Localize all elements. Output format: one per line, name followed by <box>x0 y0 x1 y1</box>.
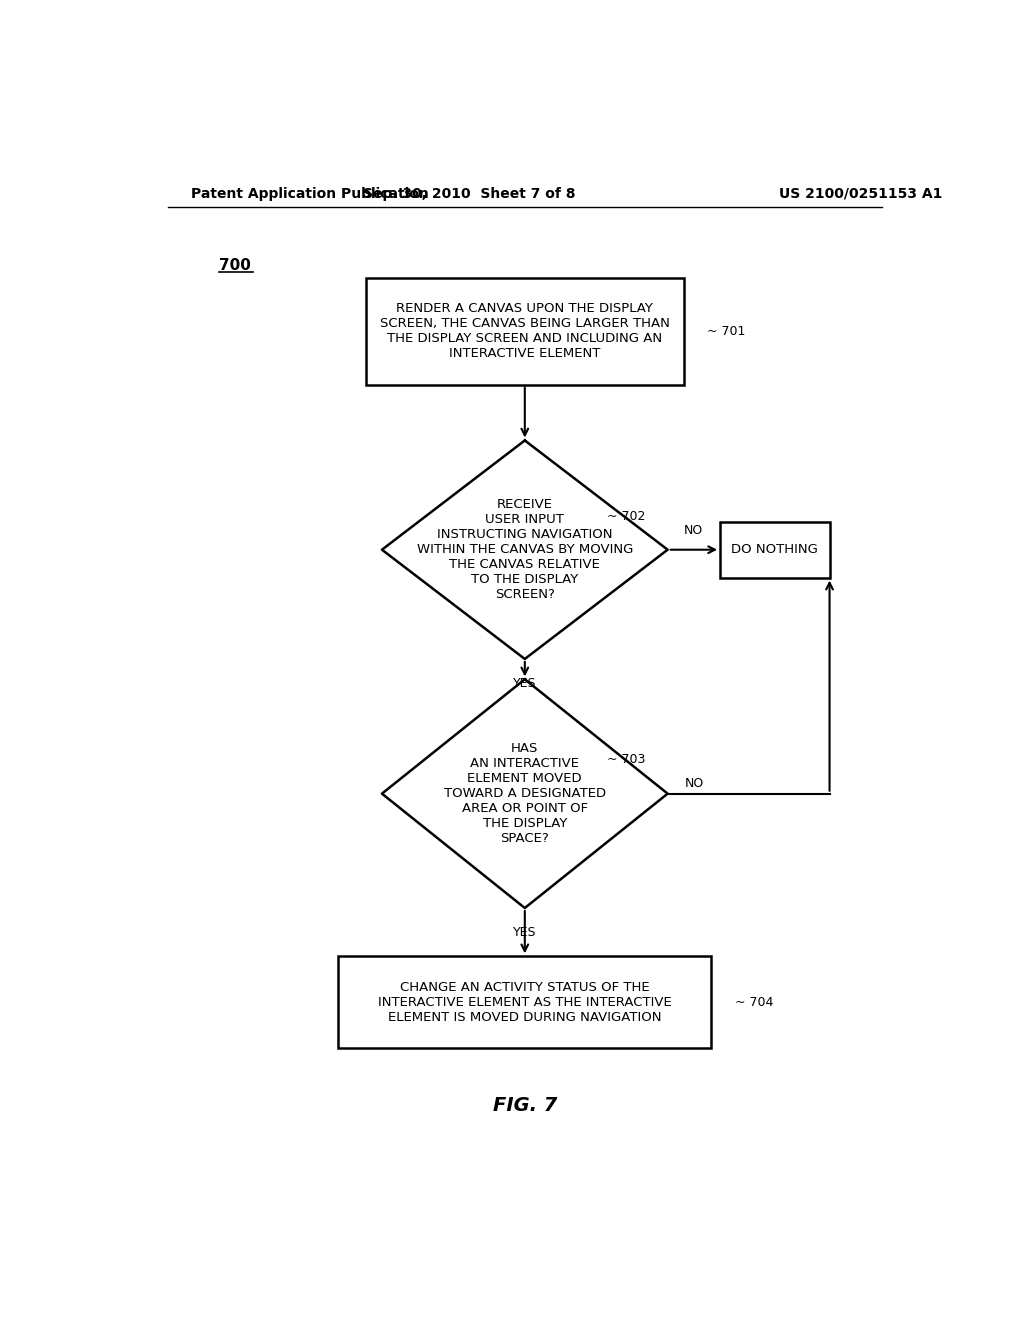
Text: YES: YES <box>513 925 537 939</box>
Text: NO: NO <box>684 524 703 536</box>
Text: RENDER A CANVAS UPON THE DISPLAY
SCREEN, THE CANVAS BEING LARGER THAN
THE DISPLA: RENDER A CANVAS UPON THE DISPLAY SCREEN,… <box>380 302 670 360</box>
Text: CHANGE AN ACTIVITY STATUS OF THE
INTERACTIVE ELEMENT AS THE INTERACTIVE
ELEMENT : CHANGE AN ACTIVITY STATUS OF THE INTERAC… <box>378 981 672 1023</box>
Text: ~ 701: ~ 701 <box>708 325 745 338</box>
FancyBboxPatch shape <box>720 521 829 578</box>
FancyBboxPatch shape <box>367 277 684 384</box>
Polygon shape <box>382 680 668 908</box>
Text: ~ 704: ~ 704 <box>735 995 773 1008</box>
Text: Patent Application Publication: Patent Application Publication <box>191 187 429 201</box>
Text: 700: 700 <box>219 257 251 273</box>
Text: DO NOTHING: DO NOTHING <box>731 544 818 556</box>
Text: YES: YES <box>513 677 537 690</box>
FancyBboxPatch shape <box>338 956 712 1048</box>
Text: ~ 703: ~ 703 <box>607 752 645 766</box>
Polygon shape <box>382 441 668 659</box>
Text: HAS
AN INTERACTIVE
ELEMENT MOVED
TOWARD A DESIGNATED
AREA OR POINT OF
THE DISPLA: HAS AN INTERACTIVE ELEMENT MOVED TOWARD … <box>443 742 606 845</box>
Text: US 2100/0251153 A1: US 2100/0251153 A1 <box>778 187 942 201</box>
Text: NO: NO <box>685 777 705 789</box>
Text: FIG. 7: FIG. 7 <box>493 1096 557 1115</box>
Text: RECEIVE
USER INPUT
INSTRUCTING NAVIGATION
WITHIN THE CANVAS BY MOVING
THE CANVAS: RECEIVE USER INPUT INSTRUCTING NAVIGATIO… <box>417 498 633 601</box>
Text: Sep. 30, 2010  Sheet 7 of 8: Sep. 30, 2010 Sheet 7 of 8 <box>362 187 575 201</box>
Text: ~ 702: ~ 702 <box>607 511 645 524</box>
